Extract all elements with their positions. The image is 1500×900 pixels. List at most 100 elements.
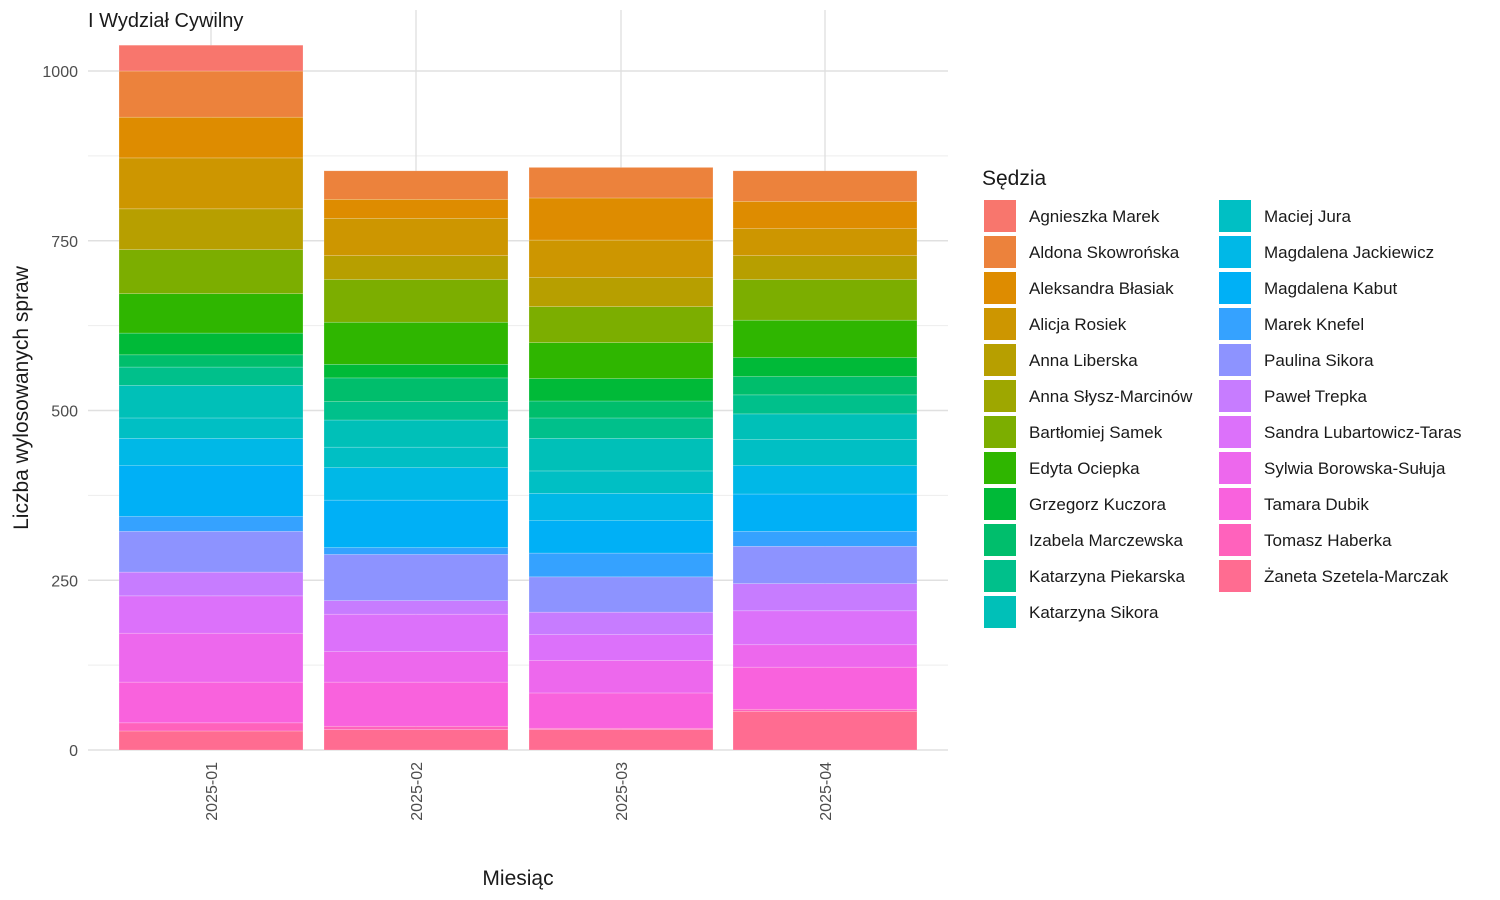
bar-segment [323, 600, 509, 615]
bar-segment [732, 394, 918, 415]
bar-segment [118, 632, 304, 683]
legend-title: Sędzia [982, 167, 1047, 190]
legend-label: Tomasz Haberka [1264, 531, 1392, 550]
bar-segment [323, 547, 509, 555]
bar-segment [323, 255, 509, 280]
legend-label: Paweł Trepka [1264, 387, 1368, 406]
y-tick-label: 250 [51, 573, 78, 590]
bar-segment [118, 595, 304, 634]
bar-segment [528, 342, 714, 379]
bar-segment [732, 319, 918, 358]
legend-swatch [1219, 236, 1251, 268]
bar-segment [732, 465, 918, 495]
bar-segment [528, 239, 714, 278]
legend-swatch [1219, 200, 1251, 232]
y-tick-label: 1000 [42, 64, 78, 81]
legend-swatch [984, 488, 1016, 520]
bar-segment [528, 417, 714, 439]
bar-segment [118, 116, 304, 159]
bar-segment [323, 651, 509, 683]
legend-label: Marek Knefel [1264, 315, 1364, 334]
bar-segment [118, 249, 304, 295]
bar-segment [323, 613, 509, 652]
legend-label: Bartłomiej Samek [1029, 423, 1163, 442]
bar-segment [118, 354, 304, 368]
bar-segment [732, 170, 918, 202]
legend-label: Katarzyna Sikora [1029, 603, 1159, 622]
bar-segment [323, 218, 509, 256]
bar-segment [118, 293, 304, 334]
y-tick-label: 0 [69, 743, 78, 760]
bar-segment [323, 401, 509, 421]
legend-label: Aldona Skowrońska [1029, 243, 1180, 262]
bar-segment [323, 170, 509, 200]
bar-segment [118, 722, 304, 732]
bar-segment [323, 467, 509, 501]
bar-segment [528, 378, 714, 402]
x-tick-label: 2025-03 [614, 762, 631, 821]
axis-layer: 0 250 500 750 1000 2025-01 2025-02 2025-03 2025-… [42, 64, 835, 821]
bar-segment [323, 681, 509, 727]
bar-segment [118, 208, 304, 250]
bar-segment [118, 730, 304, 751]
bar-segment [732, 413, 918, 440]
bar-segment [118, 571, 304, 597]
legend-label: Magdalena Kabut [1264, 279, 1398, 298]
bar-segment [528, 470, 714, 494]
bar-segment [732, 531, 918, 547]
bar-segment [732, 666, 918, 710]
legend-label: Grzegorz Kuczora [1029, 495, 1167, 514]
legend-label: Maciej Jura [1264, 207, 1351, 226]
bar-segment [323, 321, 509, 365]
bar-segment [118, 44, 304, 72]
bar-segment [732, 228, 918, 256]
bar-segment [528, 692, 714, 729]
legend-label: Paulina Sikora [1264, 351, 1374, 370]
legend-swatch [1219, 488, 1251, 520]
bar-segment [118, 516, 304, 532]
chart-title: I Wydział Cywilny [88, 10, 243, 32]
bar-segment [118, 417, 304, 439]
legend-label: Sylwia Borowska-Sułuja [1264, 459, 1446, 478]
bar-segment [528, 493, 714, 521]
legend-swatch [984, 416, 1016, 448]
legend-swatch [984, 236, 1016, 268]
bar-segment [732, 708, 918, 712]
legend-label: Edyta Ociepka [1029, 459, 1140, 478]
legend-swatch [984, 524, 1016, 556]
bar-segment [528, 167, 714, 199]
legend-swatch [984, 452, 1016, 484]
x-tick-label: 2025-04 [818, 762, 835, 821]
bar-segment [732, 545, 918, 584]
bar-segment [732, 644, 918, 668]
legend-label: Magdalena Jackiewicz [1264, 243, 1434, 262]
bar-segment [323, 725, 509, 730]
legend-swatch [1219, 560, 1251, 592]
legend-swatch [1219, 416, 1251, 448]
legend-swatch [1219, 452, 1251, 484]
bar-segment [118, 385, 304, 419]
legend-swatch [984, 200, 1016, 232]
bar-segment [528, 634, 714, 661]
y-tick-label: 500 [51, 404, 78, 421]
bar-segment [732, 255, 918, 280]
bar-segment [732, 583, 918, 612]
legend-swatch [1219, 380, 1251, 412]
bar-segment [528, 400, 714, 419]
bar-segment [118, 157, 304, 210]
bar-segment [732, 493, 918, 532]
legend-swatch [1219, 524, 1251, 556]
legend-label: Tamara Dubik [1264, 495, 1369, 514]
bar-segment [528, 611, 714, 635]
x-tick-label: 2025-01 [204, 762, 221, 821]
legend-swatch [984, 380, 1016, 412]
legend-swatch [1219, 344, 1251, 376]
bar-segment [528, 729, 714, 751]
bar-segment [323, 419, 509, 448]
y-tick-label: 750 [51, 234, 78, 251]
legend-label: Anna Liberska [1029, 351, 1138, 370]
bar-segment [732, 201, 918, 229]
legend-label: Izabela Marczewska [1029, 531, 1184, 550]
